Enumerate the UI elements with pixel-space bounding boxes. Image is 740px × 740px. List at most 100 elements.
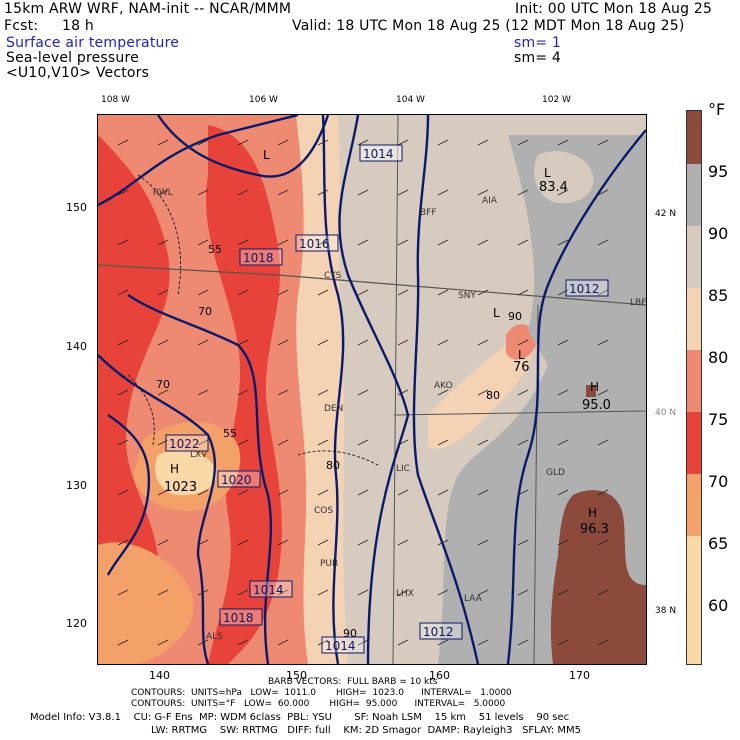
station-label: BFF (420, 208, 437, 218)
fcst-value: 18 h (62, 18, 94, 34)
high-letter: H (170, 462, 179, 476)
temp-label: 55 (223, 427, 237, 440)
station-label: CYS (324, 271, 342, 281)
station-label: DEN (324, 404, 343, 414)
temp-label: 70 (198, 305, 212, 318)
low-letter: L (518, 348, 525, 362)
temp-fill-95-spot (586, 385, 596, 397)
isobar-1014 (338, 115, 410, 664)
isobar-1022 (106, 414, 151, 576)
station-label: PUB (320, 559, 338, 569)
wind-barbs (117, 139, 609, 646)
lon-label-106w: 106 W (249, 95, 278, 105)
isobar-1016 (321, 115, 345, 664)
station-label: AKO (434, 381, 453, 391)
isobar-label: 1020 (221, 473, 252, 487)
temp-fill-80-85-front (296, 115, 348, 664)
x-tick-150: 150 (286, 669, 307, 682)
isobar-1013 (412, 115, 480, 664)
low-letter: L (263, 148, 270, 162)
y-tick-150: 150 (66, 201, 87, 214)
isobar-north-loop (157, 115, 330, 178)
temp-fill-75-80-east (506, 324, 537, 360)
lon-label-104w: 104 W (396, 95, 425, 105)
x-tick-170: 170 (569, 669, 590, 682)
init-time: Init: 00 UTC Mon 18 Aug 25 (515, 1, 713, 17)
temperature-contour-info: CONTOURS: UNITS=°F LOW= 60.000 HIGH= 95.… (131, 699, 506, 709)
x-tick-160: 160 (429, 669, 450, 682)
high-value: 96.3 (580, 522, 609, 537)
field-pressure: Sea-level pressure (6, 50, 139, 66)
low-value: 83.4 (539, 180, 568, 195)
colorbar-segment-80 (687, 288, 701, 350)
isobar-label: 1014 (363, 147, 394, 161)
weather-map: 1014 1016 1018 1012 1022 1020 1014 1018 … (97, 114, 647, 665)
pressure-contour-info: CONTOURS: UNITS=hPa LOW= 1011.0 HIGH= 10… (131, 688, 512, 698)
temp-label: 80 (326, 459, 340, 472)
colorbar-segment-below (687, 598, 701, 664)
low-letter: L (544, 166, 551, 180)
isobar-1020 (98, 354, 217, 664)
low-value: 76 (513, 360, 530, 375)
colorbar-segment-90 (687, 164, 701, 226)
border-ne-co (392, 115, 399, 664)
station-label: LBF (630, 298, 646, 308)
model-info: Model Info: V3.8.1 CU: G-F Ens MP: WDM 6… (30, 712, 570, 723)
station-label: GLD (546, 468, 565, 478)
high-value: 1023 (164, 480, 197, 495)
station-label: RWL (153, 188, 173, 198)
station-label: ALS (206, 632, 223, 642)
colorbar-segment-65 (687, 474, 701, 536)
colorbar-segment-85 (687, 226, 701, 288)
low-letter: L (493, 306, 500, 320)
isobar-label: 1018 (223, 611, 254, 625)
station-label: LXV (190, 450, 208, 460)
lon-label-108w: 108 W (101, 95, 130, 105)
station-label: COS (314, 506, 333, 516)
station-label: LIC (396, 464, 410, 474)
fcst-label: Fcst: (4, 18, 39, 34)
high-letter: H (590, 380, 599, 394)
colorbar-label-95: 95 (708, 162, 729, 181)
temp-fill-95-plus (550, 490, 646, 664)
isobar-1012 (506, 129, 646, 664)
colorbar-segment-75 (687, 350, 701, 412)
station-label: LAA (464, 594, 483, 604)
temp-label: 70 (156, 378, 170, 391)
model-info-physics: LW: RRTMG SW: RRTMG DIFF: full KM: 2D Sm… (151, 725, 581, 736)
temp-label: 55 (208, 243, 222, 256)
isobar-label: 1014 (325, 639, 356, 653)
y-tick-140: 140 (66, 340, 87, 353)
temp-fill-70-75-central (205, 125, 282, 664)
field-vectors: <U10,V10> Vectors (6, 65, 150, 81)
temp-fill-low-834 (534, 151, 594, 204)
x-tick-140: 140 (149, 669, 170, 682)
temperature-colorbar (686, 110, 702, 665)
border-wy-co (98, 264, 646, 306)
barb-legend: BARB VECTORS: FULL BARB = 10 kts (268, 677, 438, 687)
colorbar-segment-60 (687, 536, 701, 598)
isobar-1016-north (98, 115, 299, 207)
isobar-1018 (127, 294, 273, 664)
isobar-label: 1012 (569, 282, 600, 296)
station-label: SNY (458, 291, 476, 301)
colorbar-segment-70 (687, 412, 701, 474)
temp-fill-65-70-south (98, 542, 194, 664)
station-label: AIA (482, 196, 498, 206)
temp-label: 80 (486, 389, 500, 402)
isobar-label: 1018 (243, 251, 274, 265)
isobar-label: 1022 (169, 437, 200, 451)
model-title: 15km ARW WRF, NAM-init -- NCAR/MMM (4, 1, 292, 17)
isobar-label: 1016 (299, 237, 330, 251)
field-temperature: Surface air temperature (6, 35, 180, 51)
lat-label-40n: 40 N (655, 408, 677, 418)
colorbar-label-85: 85 (708, 286, 729, 305)
colorbar-unit: °F (708, 100, 726, 119)
colorbar-label-80: 80 (708, 348, 729, 367)
lon-label-102w: 102 W (542, 95, 571, 105)
temp-fill-60-65 (155, 450, 217, 496)
colorbar-label-65: 65 (708, 534, 729, 553)
valid-time: Valid: 18 UTC Mon 18 Aug 25 (12 MDT Mon … (292, 18, 685, 34)
colorbar-label-70: 70 (708, 472, 729, 491)
lat-label-38n: 38 N (655, 606, 677, 616)
